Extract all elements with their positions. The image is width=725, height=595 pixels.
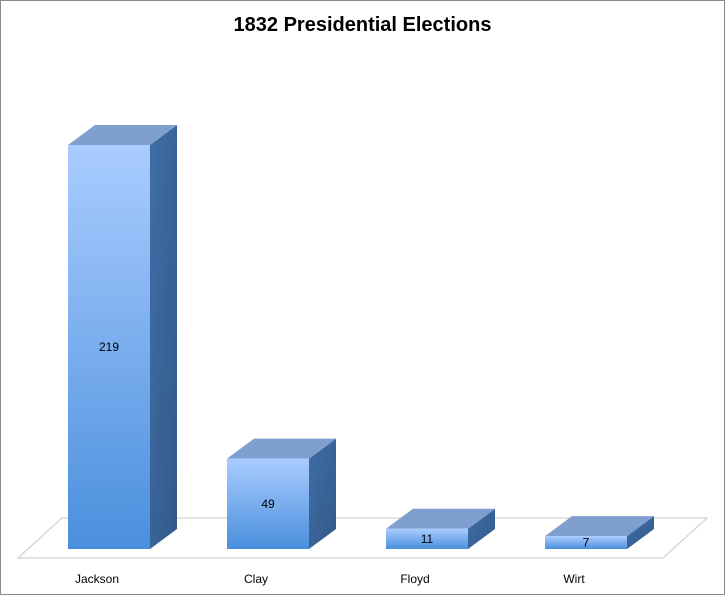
x-tick-label: Wirt (563, 572, 585, 586)
bar-side-face (309, 438, 336, 549)
bar-top-face (227, 438, 336, 459)
x-tick-label: Jackson (75, 572, 119, 586)
bar-top-face (545, 516, 654, 537)
bar-front-face (227, 458, 309, 549)
bar-side-face (150, 125, 177, 549)
data-label: 7 (583, 536, 590, 550)
bar-top-face (386, 508, 495, 529)
chart-title: 1832 Presidential Elections (233, 14, 492, 36)
label-layer: 219 Jackson 49 Clay 11 Floyd 7 Wirt (75, 340, 590, 586)
bar-wirt (545, 516, 654, 549)
data-label: 11 (421, 532, 434, 546)
bar-floyd (386, 508, 495, 549)
bar-front-face (68, 145, 150, 549)
data-label: 219 (99, 340, 119, 354)
bar-series (68, 125, 654, 549)
x-tick-label: Floyd (400, 572, 429, 586)
bar-front-face (386, 528, 468, 549)
data-label: 49 (261, 497, 275, 511)
bar-clay (227, 438, 336, 549)
bar-top-face (68, 125, 177, 145)
bar-side-face (627, 516, 654, 549)
chart-floor (16, 517, 709, 559)
x-tick-label: Clay (244, 572, 268, 586)
bar-front-face (545, 536, 627, 549)
bar-side-face (468, 508, 495, 549)
bar-jackson (68, 125, 177, 549)
